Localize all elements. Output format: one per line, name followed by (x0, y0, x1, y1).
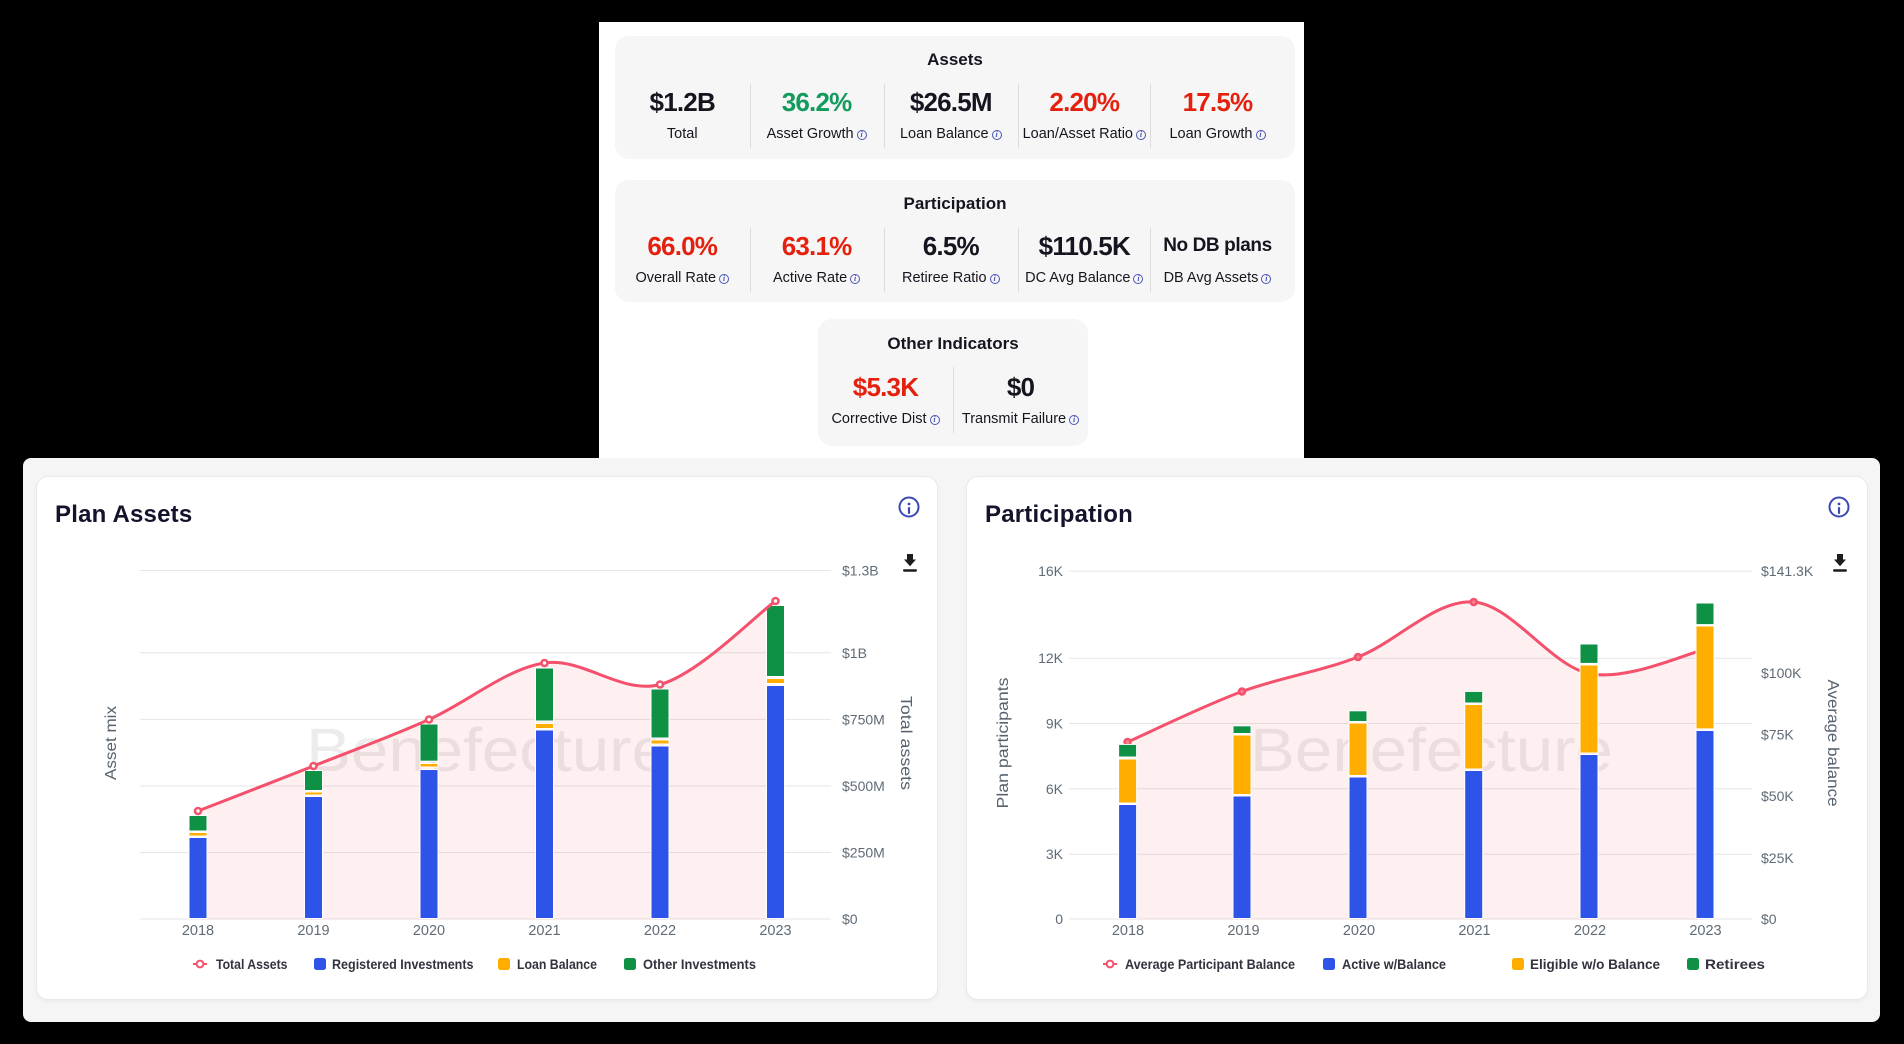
svg-text:12K: 12K (1038, 650, 1064, 666)
svg-text:$25K: $25K (1761, 850, 1794, 866)
svg-text:Loan Balance: Loan Balance (517, 956, 597, 972)
svg-text:2018: 2018 (182, 923, 214, 939)
svg-text:2019: 2019 (1227, 923, 1259, 939)
svg-text:16K: 16K (1038, 563, 1064, 579)
svg-text:$75K: $75K (1761, 727, 1794, 743)
svg-text:Other Investments: Other Investments (643, 956, 756, 972)
svg-text:Benefecture: Benefecture (306, 716, 669, 784)
svg-text:Asset mix: Asset mix (103, 706, 120, 780)
svg-text:$0: $0 (1761, 911, 1777, 927)
svg-text:2019: 2019 (297, 923, 329, 939)
svg-text:Plan participants: Plan participants (995, 678, 1012, 809)
svg-text:2020: 2020 (413, 923, 445, 939)
svg-text:$500M: $500M (842, 778, 885, 794)
svg-text:2018: 2018 (1112, 923, 1144, 939)
svg-text:2023: 2023 (1689, 923, 1721, 939)
svg-text:2023: 2023 (759, 923, 791, 939)
svg-text:9K: 9K (1046, 716, 1064, 732)
svg-text:Active w/Balance: Active w/Balance (1342, 956, 1446, 972)
svg-text:2020: 2020 (1343, 923, 1375, 939)
svg-text:$0: $0 (842, 911, 858, 927)
svg-text:Total Assets: Total Assets (216, 956, 288, 972)
svg-text:$141.3K: $141.3K (1761, 563, 1814, 579)
svg-text:3K: 3K (1046, 846, 1064, 862)
svg-text:Registered Investments: Registered Investments (332, 956, 474, 972)
svg-text:Total assets: Total assets (897, 696, 914, 790)
svg-text:6K: 6K (1046, 781, 1064, 797)
svg-text:0: 0 (1055, 911, 1063, 927)
svg-text:2022: 2022 (644, 923, 676, 939)
svg-text:Retirees: Retirees (1705, 956, 1765, 972)
svg-text:$750M: $750M (842, 711, 885, 727)
svg-text:$1.3B: $1.3B (842, 563, 879, 579)
svg-text:$50K: $50K (1761, 788, 1794, 804)
svg-text:2022: 2022 (1574, 923, 1606, 939)
svg-text:Average balance: Average balance (1824, 680, 1841, 807)
svg-text:$1B: $1B (842, 645, 867, 661)
svg-text:$100K: $100K (1761, 665, 1802, 681)
svg-text:Average Participant Balance: Average Participant Balance (1125, 956, 1295, 972)
svg-text:Benefecture: Benefecture (1250, 716, 1613, 784)
svg-text:2021: 2021 (1458, 923, 1490, 939)
svg-text:$250M: $250M (842, 845, 885, 861)
svg-text:Eligible w/o Balance: Eligible w/o Balance (1530, 956, 1660, 972)
svg-text:2021: 2021 (528, 923, 560, 939)
